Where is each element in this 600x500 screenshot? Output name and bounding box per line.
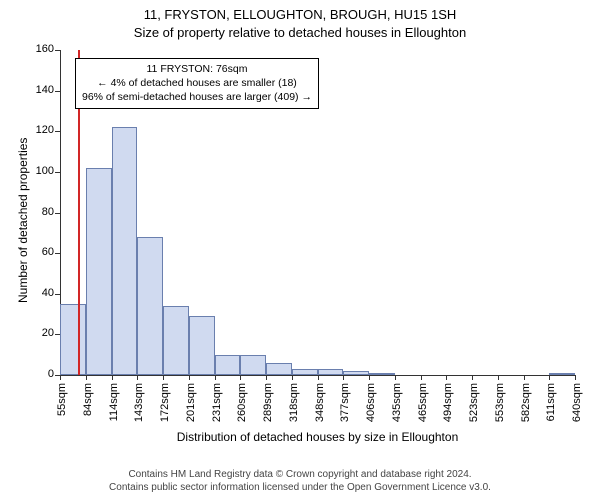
histogram-bar <box>318 369 344 375</box>
y-tick-label: 120 <box>26 124 54 136</box>
annotation-line2: ← 4% of detached houses are smaller (18) <box>82 76 312 90</box>
y-axis-label: Number of detached properties <box>16 137 30 302</box>
y-tick-mark <box>55 172 60 173</box>
histogram-bar <box>240 355 266 375</box>
y-tick-mark <box>55 91 60 92</box>
histogram-bar <box>163 306 189 375</box>
chart-container: 11, FRYSTON, ELLOUGHTON, BROUGH, HU15 1S… <box>0 0 600 500</box>
x-tick-mark <box>60 375 61 380</box>
histogram-bar <box>112 127 138 375</box>
x-tick-mark <box>112 375 113 380</box>
x-tick-mark <box>498 375 499 380</box>
x-tick-label: 201sqm <box>185 383 197 433</box>
histogram-bar <box>549 373 575 375</box>
histogram-bar <box>292 369 318 375</box>
histogram-bar <box>189 316 215 375</box>
y-tick-label: 0 <box>26 368 54 380</box>
histogram-bar <box>343 371 369 375</box>
y-tick-label: 60 <box>26 246 54 258</box>
x-tick-mark <box>575 375 576 380</box>
y-tick-mark <box>55 213 60 214</box>
y-tick-mark <box>55 50 60 51</box>
x-tick-mark <box>524 375 525 380</box>
x-tick-label: 494sqm <box>442 383 454 433</box>
y-tick-mark <box>55 131 60 132</box>
x-tick-mark <box>318 375 319 380</box>
x-tick-label: 84sqm <box>82 383 94 433</box>
x-tick-label: 260sqm <box>236 383 248 433</box>
footer-credits: Contains HM Land Registry data © Crown c… <box>0 468 600 494</box>
x-tick-mark <box>472 375 473 380</box>
x-tick-label: 172sqm <box>159 383 171 433</box>
x-tick-label: 318sqm <box>288 383 300 433</box>
annotation-line1: 11 FRYSTON: 76sqm <box>82 62 312 76</box>
chart-title-addr: 11, FRYSTON, ELLOUGHTON, BROUGH, HU15 1S… <box>0 6 600 24</box>
y-tick-label: 140 <box>26 84 54 96</box>
chart-title-sub: Size of property relative to detached ho… <box>0 24 600 42</box>
x-tick-mark <box>292 375 293 380</box>
x-tick-mark <box>86 375 87 380</box>
x-tick-mark <box>163 375 164 380</box>
y-tick-mark <box>55 294 60 295</box>
y-tick-label: 20 <box>26 327 54 339</box>
x-tick-mark <box>369 375 370 380</box>
title-block: 11, FRYSTON, ELLOUGHTON, BROUGH, HU15 1S… <box>0 0 600 42</box>
x-tick-mark <box>343 375 344 380</box>
x-tick-label: 582sqm <box>520 383 532 433</box>
x-tick-mark <box>266 375 267 380</box>
x-tick-label: 640sqm <box>571 383 583 433</box>
x-tick-label: 377sqm <box>339 383 351 433</box>
histogram-bar <box>60 304 86 375</box>
x-tick-mark <box>215 375 216 380</box>
y-tick-label: 100 <box>26 165 54 177</box>
annotation-line3: 96% of semi-detached houses are larger (… <box>82 90 312 104</box>
x-tick-mark <box>189 375 190 380</box>
x-tick-label: 435sqm <box>391 383 403 433</box>
footer-line2: Contains public sector information licen… <box>0 481 600 494</box>
x-tick-mark <box>240 375 241 380</box>
histogram-bar <box>215 355 241 375</box>
x-tick-mark <box>446 375 447 380</box>
histogram-bar <box>137 237 163 375</box>
x-tick-mark <box>137 375 138 380</box>
footer-line1: Contains HM Land Registry data © Crown c… <box>0 468 600 481</box>
x-tick-label: 55sqm <box>56 383 68 433</box>
x-tick-label: 611sqm <box>545 383 557 433</box>
y-tick-label: 160 <box>26 43 54 55</box>
x-tick-mark <box>395 375 396 380</box>
x-tick-label: 348sqm <box>314 383 326 433</box>
x-tick-label: 465sqm <box>417 383 429 433</box>
x-tick-mark <box>549 375 550 380</box>
x-tick-label: 231sqm <box>211 383 223 433</box>
histogram-bar <box>369 373 395 375</box>
annotation-box: 11 FRYSTON: 76sqm ← 4% of detached house… <box>75 58 319 109</box>
x-tick-label: 523sqm <box>468 383 480 433</box>
histogram-bar <box>86 168 112 375</box>
x-tick-mark <box>421 375 422 380</box>
x-tick-label: 406sqm <box>365 383 377 433</box>
x-tick-label: 143sqm <box>133 383 145 433</box>
x-tick-label: 114sqm <box>108 383 120 433</box>
histogram-bar <box>266 363 292 375</box>
y-tick-label: 80 <box>26 206 54 218</box>
x-tick-label: 553sqm <box>494 383 506 433</box>
x-tick-label: 289sqm <box>262 383 274 433</box>
y-tick-label: 40 <box>26 287 54 299</box>
y-tick-mark <box>55 253 60 254</box>
